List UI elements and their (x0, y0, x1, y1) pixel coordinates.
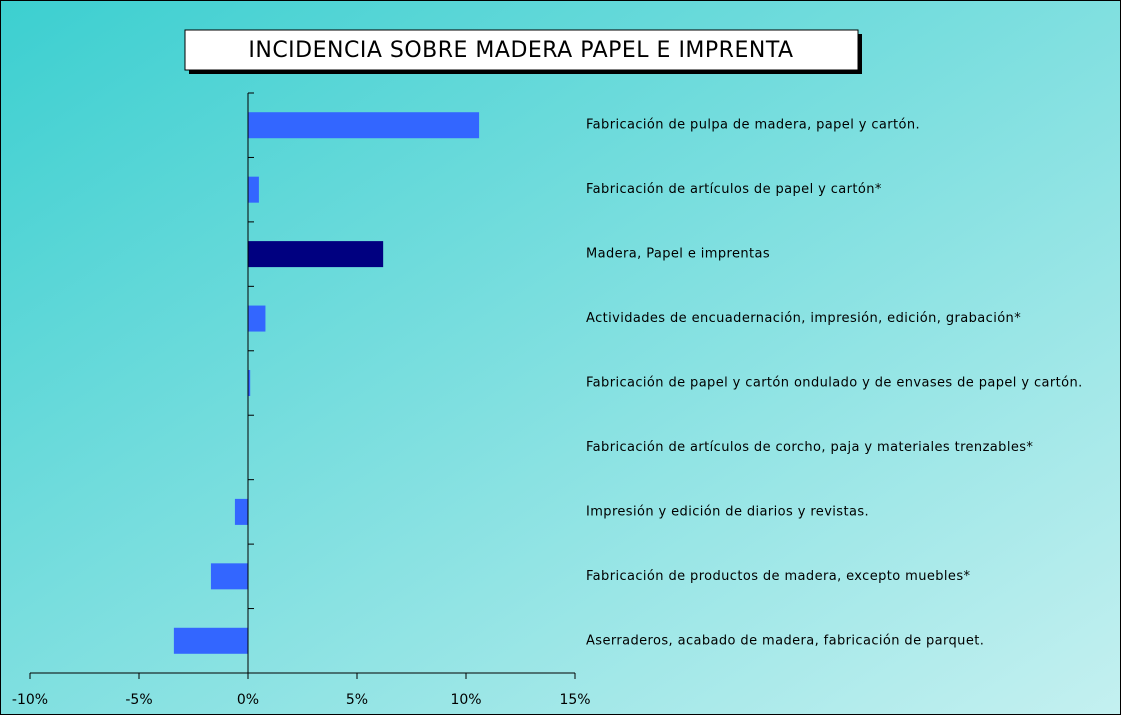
title-box (184, 29, 859, 71)
category-label: Fabricación de productos de madera, exce… (586, 569, 970, 584)
category-label: Impresión y edición de diarios y revista… (586, 504, 869, 519)
bar (210, 563, 248, 590)
x-tick-label: -10% (12, 692, 48, 708)
bar (248, 176, 259, 203)
category-label: Fabricación de artículos de papel y cart… (586, 182, 882, 197)
category-label: Aserraderos, acabado de madera, fabricac… (586, 633, 984, 648)
category-label: Fabricación de pulpa de madera, papel y … (586, 118, 920, 133)
x-tick-label: 5% (346, 692, 368, 708)
bar (173, 627, 248, 654)
category-label: Fabricación de papel y cartón ondulado y… (586, 376, 1083, 391)
x-tick-label: 10% (450, 692, 481, 708)
x-tick-label: 0% (237, 692, 259, 708)
category-label: Fabricación de artículos de corcho, paja… (586, 440, 1033, 455)
category-label: Actividades de encuadernación, impresión… (586, 311, 1021, 326)
category-label: Madera, Papel e imprentas (586, 247, 770, 262)
chart-title: INCIDENCIA SOBRE MADERA PAPEL E IMPRENTA (248, 38, 793, 63)
bar (248, 305, 266, 332)
bar (248, 112, 480, 139)
bar (234, 498, 248, 525)
bar (248, 370, 251, 396)
x-tick-label: -5% (125, 692, 152, 708)
x-tick-label: 15% (559, 692, 590, 708)
bar (248, 241, 384, 268)
